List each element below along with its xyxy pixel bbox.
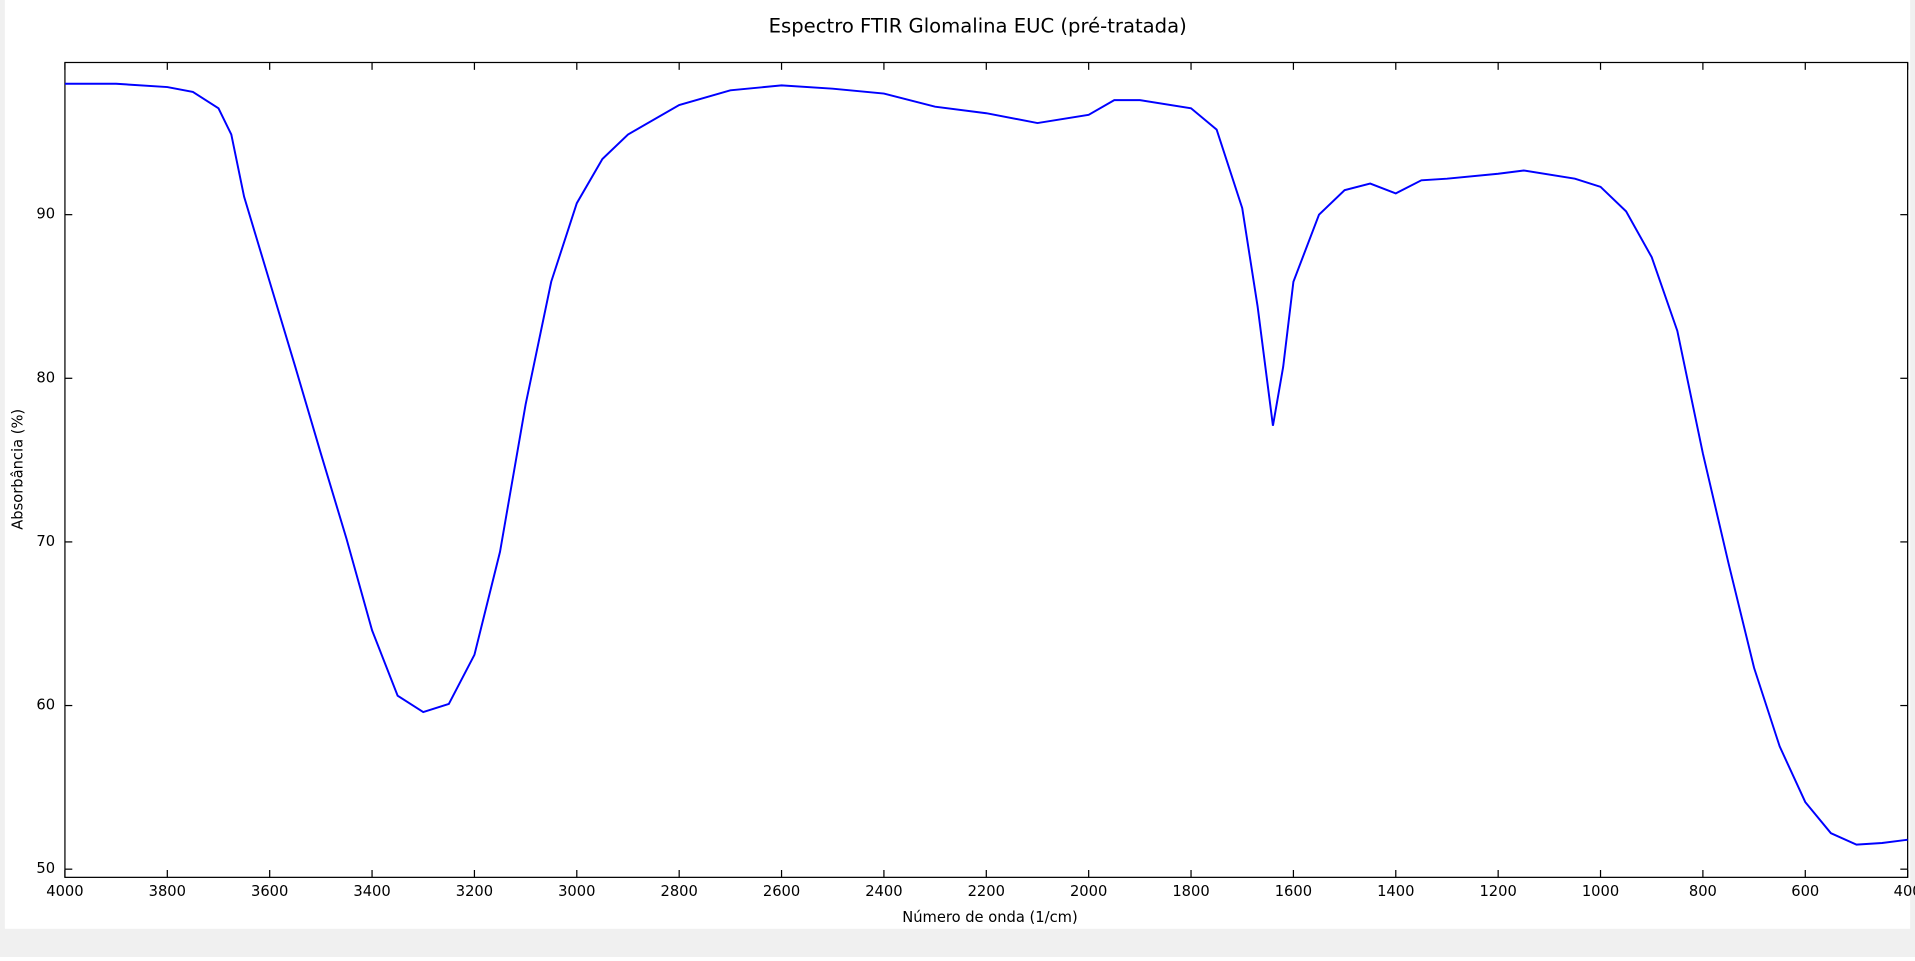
x-tick-label: 1200 bbox=[1479, 883, 1516, 900]
spectrum-line bbox=[64, 82, 1908, 846]
x-tick-label: 3800 bbox=[149, 883, 186, 900]
x-tick-label: 800 bbox=[1689, 883, 1717, 900]
x-tick-label: 2800 bbox=[660, 883, 697, 900]
x-tick-label: 2200 bbox=[968, 883, 1005, 900]
x-tick-label: 3000 bbox=[558, 883, 595, 900]
x-tick-label: 600 bbox=[1791, 883, 1819, 900]
chart-title: Espectro FTIR Glomalina EUC (pré-tratada… bbox=[769, 14, 1187, 37]
x-tick-label: 1000 bbox=[1582, 883, 1619, 900]
x-tick-label: 2000 bbox=[1070, 883, 1107, 900]
y-tick-label: 90 bbox=[36, 206, 55, 223]
plot-window bbox=[4, 0, 1911, 929]
y-tick-label: 60 bbox=[36, 697, 55, 714]
x-tick-label: 4000 bbox=[46, 883, 83, 900]
y-tick-label: 50 bbox=[36, 860, 55, 877]
x-tick-label: 1800 bbox=[1172, 883, 1209, 900]
x-axis-label: Número de onda (1/cm) bbox=[902, 909, 1077, 926]
x-tick-label: 3400 bbox=[353, 883, 390, 900]
x-tick-label: 3600 bbox=[251, 883, 288, 900]
x-tick-label: 1400 bbox=[1377, 883, 1414, 900]
x-tick-label: 2400 bbox=[865, 883, 902, 900]
x-tick-label: 400 bbox=[1894, 883, 1915, 900]
x-tick-label: 3200 bbox=[456, 883, 493, 900]
x-tick-label: 2600 bbox=[763, 883, 800, 900]
x-tick-label: 1600 bbox=[1275, 883, 1312, 900]
y-axis-label: Absorbância (%) bbox=[9, 409, 26, 530]
y-tick-label: 80 bbox=[36, 369, 55, 386]
y-tick-label: 70 bbox=[36, 533, 55, 550]
